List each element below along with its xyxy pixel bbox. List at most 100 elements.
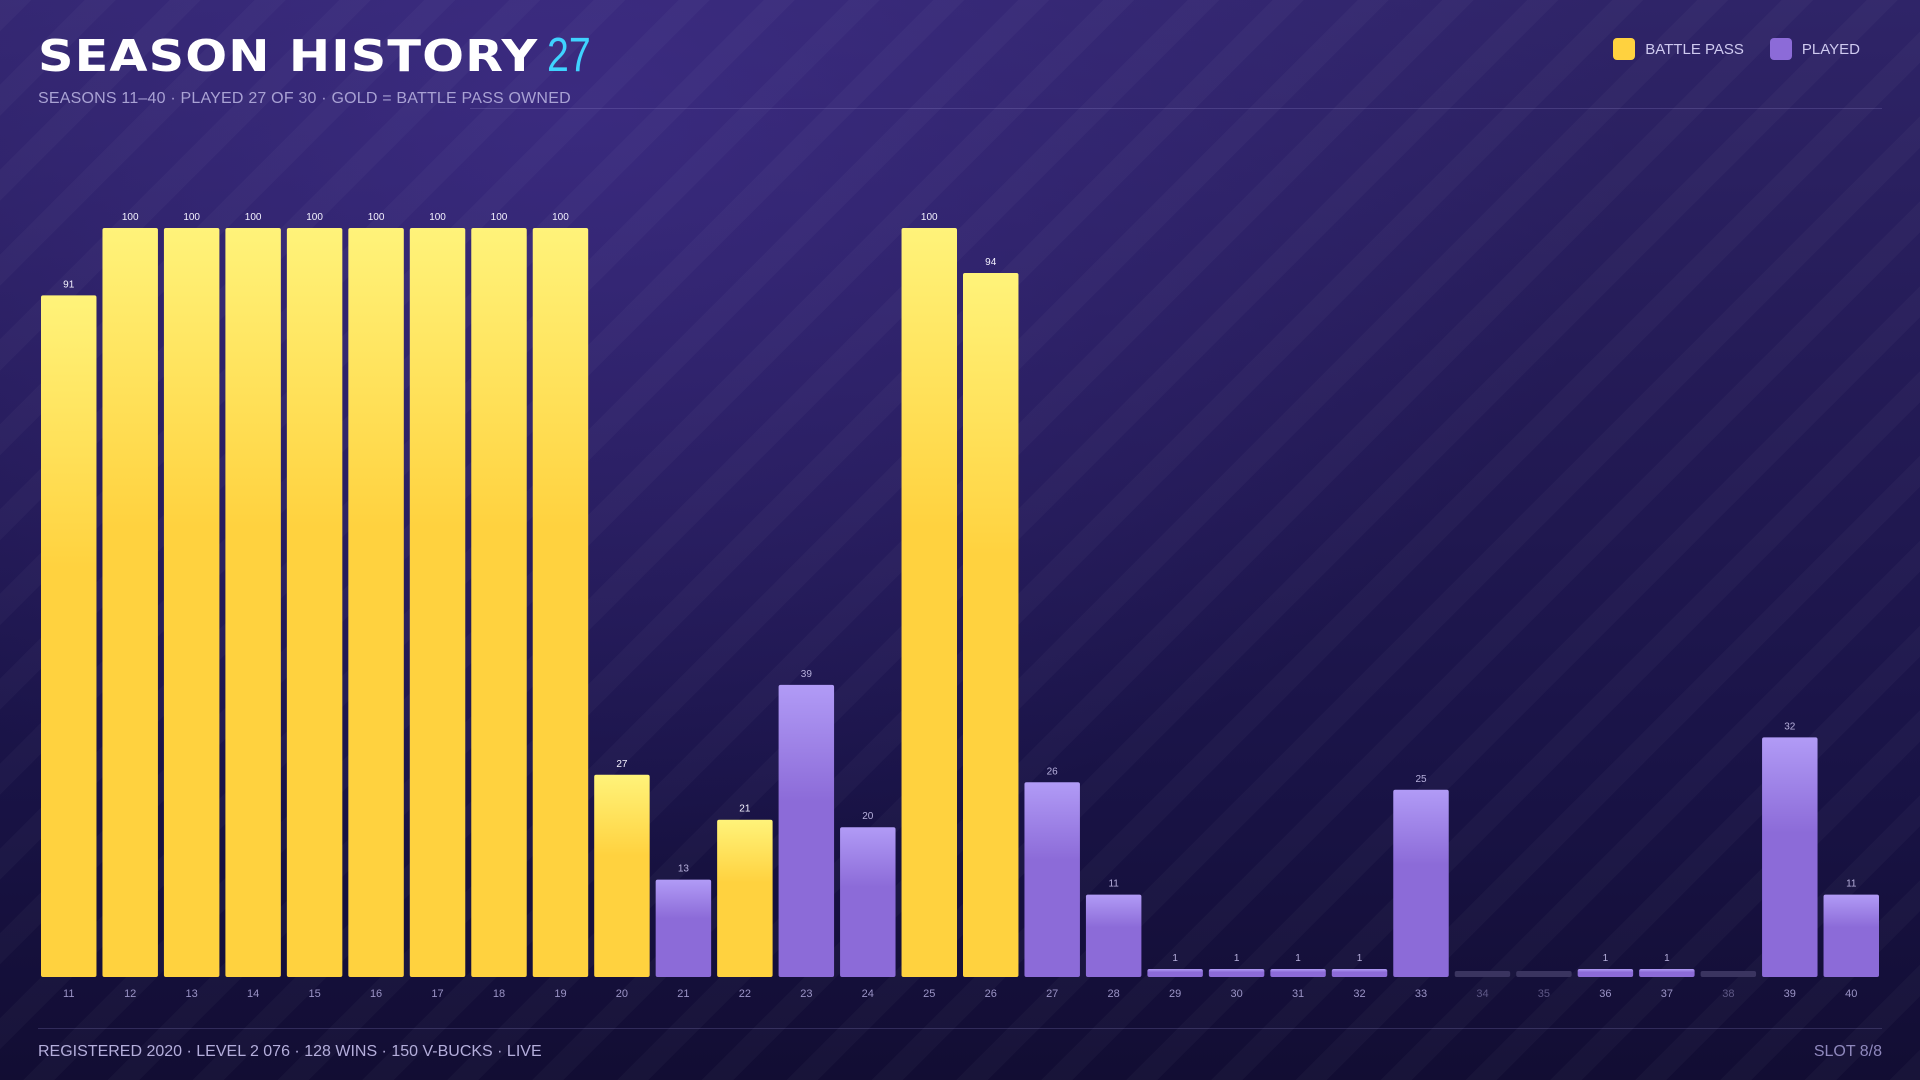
value-label-season-39: 32 — [1784, 721, 1796, 732]
value-label-season-33: 25 — [1415, 774, 1427, 785]
value-label-season-26: 94 — [985, 257, 997, 268]
bar-season-29 — [1147, 969, 1203, 977]
tick-label-season-19: 19 — [554, 988, 566, 1000]
tick-label-season-25: 25 — [923, 988, 935, 1000]
value-label-season-25: 100 — [921, 212, 938, 223]
tick-label-season-16: 16 — [370, 988, 382, 1000]
tick-label-season-26: 26 — [985, 988, 997, 1000]
bar-season-25 — [901, 228, 957, 977]
value-label-season-22: 21 — [739, 804, 751, 815]
tick-label-season-15: 15 — [308, 988, 320, 1000]
value-label-season-15: 100 — [306, 212, 323, 223]
tick-label-season-18: 18 — [493, 988, 505, 1000]
bar-season-23 — [778, 684, 835, 977]
slot-indicator: SLOT 8/8 — [1813, 1043, 1882, 1060]
value-label-season-31: 1 — [1295, 953, 1301, 964]
tick-label-season-12: 12 — [124, 988, 136, 1000]
bar-season-17 — [409, 228, 466, 977]
value-label-season-11: 91 — [63, 279, 75, 290]
tick-label-season-29: 29 — [1169, 988, 1181, 1000]
value-label-season-24: 20 — [862, 811, 874, 822]
value-label-season-14: 100 — [245, 212, 262, 223]
bar-season-20 — [594, 774, 650, 977]
tick-label-season-38: 38 — [1722, 988, 1734, 1000]
bar-season-40 — [1823, 894, 1879, 977]
bar-season-15 — [286, 228, 343, 977]
tick-label-season-21: 21 — [677, 988, 689, 1000]
bar-season-19 — [532, 228, 589, 977]
bar-season-24 — [840, 827, 896, 977]
bar-season-27 — [1024, 782, 1080, 977]
chart-legend: BATTLE PASS PLAYED — [1613, 38, 1860, 60]
played-swatch — [1769, 38, 1792, 60]
legend-item-battle-pass: BATTLE PASS — [1613, 38, 1744, 60]
footer-divider — [38, 1028, 1882, 1029]
value-label-season-16: 100 — [368, 212, 385, 223]
value-label-season-28: 11 — [1108, 879, 1119, 890]
tick-label-season-40: 40 — [1845, 988, 1857, 1000]
value-label-season-27: 26 — [1047, 766, 1059, 777]
bar-season-22 — [717, 819, 773, 977]
header-divider — [470, 108, 1882, 109]
bar-season-36 — [1577, 969, 1634, 977]
title-text: SEASON HISTORY — [38, 31, 539, 82]
tick-label-season-36: 36 — [1599, 988, 1611, 1000]
tick-label-season-37: 37 — [1661, 988, 1673, 1000]
value-label-season-29: 1 — [1172, 953, 1178, 964]
value-label-season-36: 1 — [1603, 953, 1609, 964]
bar-season-39 — [1762, 737, 1818, 977]
value-label-season-18: 100 — [491, 212, 508, 223]
bar-season-38 — [1700, 971, 1757, 977]
value-label-season-37: 1 — [1664, 953, 1670, 964]
legend-item-played: PLAYED — [1769, 38, 1860, 60]
bar-season-26 — [963, 272, 1019, 977]
legend-label-battle-pass: BATTLE PASS — [1645, 40, 1744, 58]
tick-label-season-27: 27 — [1046, 988, 1058, 1000]
tick-label-season-11: 11 — [63, 988, 74, 1000]
value-label-season-19: 100 — [552, 212, 569, 223]
bar-season-35 — [1516, 971, 1572, 977]
bar-season-32 — [1331, 969, 1388, 977]
value-label-season-32: 1 — [1357, 953, 1363, 964]
bar-season-18 — [471, 228, 527, 977]
bar-season-34 — [1454, 971, 1511, 977]
tick-label-season-14: 14 — [247, 988, 259, 1000]
bar-season-37 — [1639, 969, 1695, 977]
value-label-season-23: 39 — [801, 669, 813, 680]
bar-season-13 — [163, 228, 220, 977]
battle-pass-swatch — [1613, 38, 1636, 60]
tick-label-season-28: 28 — [1108, 988, 1120, 1000]
bar-season-14 — [225, 228, 281, 977]
tick-label-season-17: 17 — [431, 988, 443, 1000]
value-label-season-21: 13 — [678, 864, 690, 875]
footer-stats: REGISTERED 2020 · LEVEL 2 076 · 128 WINS… — [38, 1043, 542, 1060]
value-label-season-17: 100 — [429, 212, 446, 223]
tick-label-season-22: 22 — [739, 988, 751, 1000]
bar-season-30 — [1208, 969, 1265, 977]
tick-label-season-24: 24 — [862, 988, 874, 1000]
tick-label-season-35: 35 — [1538, 988, 1550, 1000]
tick-label-season-20: 20 — [616, 988, 628, 1000]
value-label-season-30: 1 — [1234, 953, 1240, 964]
bar-season-12 — [102, 228, 158, 977]
tick-label-season-23: 23 — [800, 988, 812, 1000]
tick-label-season-30: 30 — [1230, 988, 1242, 1000]
value-label-season-13: 100 — [183, 212, 200, 223]
tick-label-season-33: 33 — [1415, 988, 1427, 1000]
seasons-played-count: 27 — [546, 29, 591, 82]
tick-label-season-31: 31 — [1292, 988, 1304, 1000]
bar-season-28 — [1085, 894, 1142, 977]
legend-label-played: PLAYED — [1801, 40, 1860, 58]
bar-season-31 — [1270, 969, 1326, 977]
bar-season-16 — [348, 228, 404, 977]
bar-season-21 — [655, 879, 712, 977]
page-title: SEASON HISTORY 27 — [38, 24, 600, 99]
bar-season-11 — [41, 295, 97, 977]
bars-group: 9111100121001310014100151001610017100181… — [41, 212, 1879, 1000]
value-label-season-40: 11 — [1846, 879, 1857, 890]
page-subtitle: SEASONS 11–40 · PLAYED 27 OF 30 · GOLD =… — [38, 90, 571, 107]
bar-season-33 — [1393, 789, 1449, 977]
value-label-season-12: 100 — [122, 212, 139, 223]
